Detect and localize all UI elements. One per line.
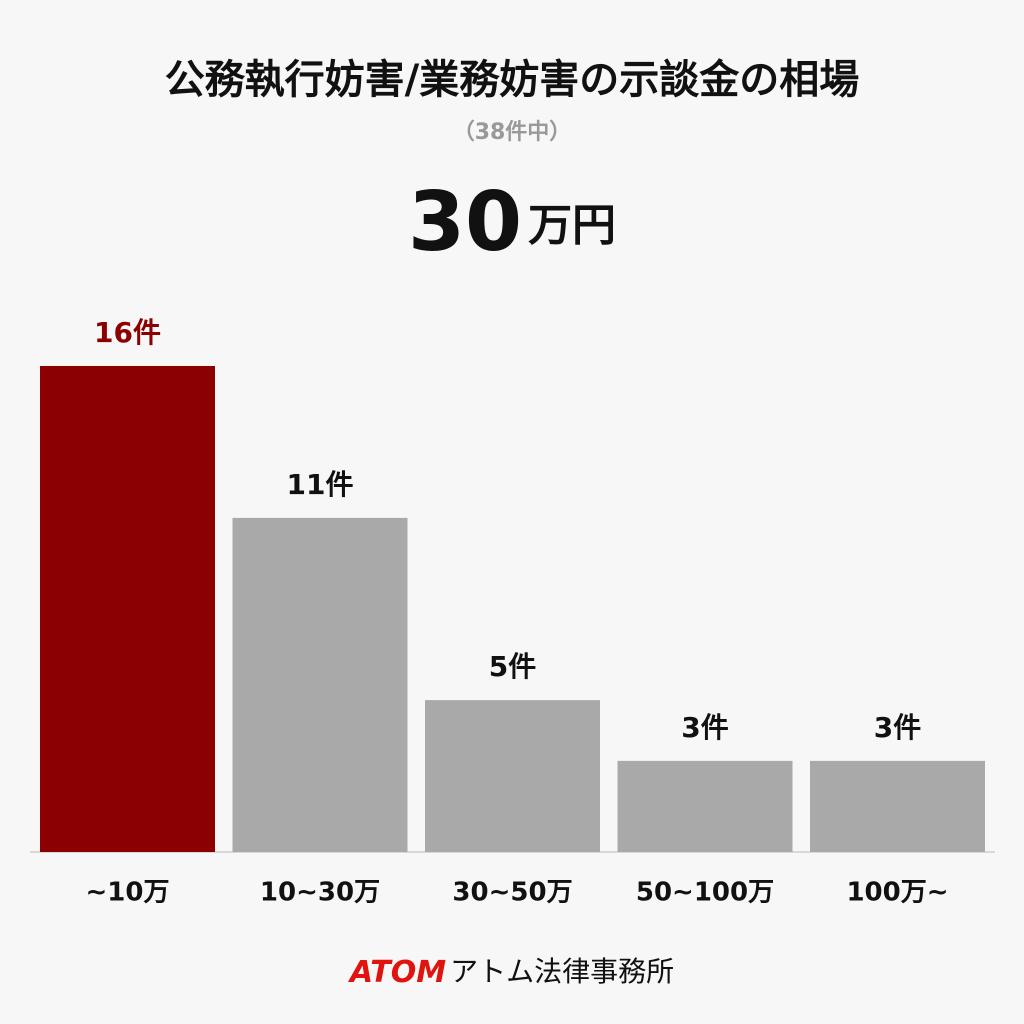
chart-title: 公務執行妨害/業務妨害の示談金の相場 <box>165 57 860 103</box>
footer-brand: ATOM <box>348 955 446 990</box>
bar <box>810 760 985 852</box>
bar <box>617 760 793 852</box>
bar <box>232 517 408 852</box>
x-tick-label: 100万~ <box>846 878 948 908</box>
footer: ATOM アトム法律事務所 <box>348 955 674 990</box>
value-label: 11件 <box>287 468 354 501</box>
x-tick-label: 30~50万 <box>452 878 572 908</box>
x-tick-label: 50~100万 <box>636 878 774 908</box>
value-label: 5件 <box>489 650 536 683</box>
chart-subtitle: （38件中） <box>453 120 572 145</box>
headline-value: 30 <box>408 175 522 270</box>
headline-unit: 万円 <box>528 200 616 251</box>
bar <box>40 366 215 852</box>
x-tick-label: 10~30万 <box>260 878 380 908</box>
headline: 30 万円 <box>408 175 616 270</box>
footer-text: アトム法律事務所 <box>450 955 674 988</box>
bar <box>425 700 600 852</box>
x-tick-label: ~10万 <box>86 878 170 908</box>
value-label: 3件 <box>874 711 921 744</box>
value-label: 3件 <box>681 711 728 744</box>
value-label: 16件 <box>94 316 161 349</box>
